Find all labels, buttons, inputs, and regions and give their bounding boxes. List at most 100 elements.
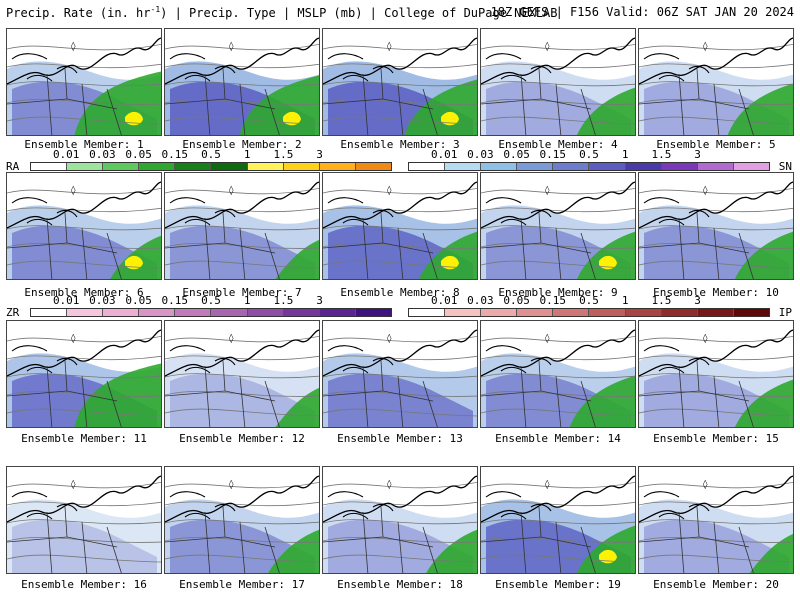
rain-color-swatch <box>67 163 104 170</box>
ice-pellets-color-bar <box>408 308 770 317</box>
ensemble-map-panel: ◊ <box>480 466 636 574</box>
coastline <box>7 475 161 523</box>
isobar-line <box>323 260 477 269</box>
state-borders <box>165 68 280 135</box>
great-lakes-outline <box>485 345 552 374</box>
pressure-center-marker: ◊ <box>71 479 76 490</box>
state-borders <box>7 212 122 279</box>
isobar-line <box>165 519 319 525</box>
snow-precip-area <box>165 353 319 427</box>
isobar-line <box>323 390 477 397</box>
isobar-line <box>639 116 793 125</box>
pressure-center-marker: ◊ <box>387 185 392 196</box>
ice-pellets-color-swatch <box>625 309 662 316</box>
state-borders <box>481 212 596 279</box>
freezing-rain-legend-code: ZR <box>6 306 20 319</box>
freezing-rain-tick-label: 0.03 <box>89 294 116 307</box>
ice-pellets-color-swatch <box>481 309 518 316</box>
heavy-rain-area <box>599 255 617 270</box>
isobar-line <box>323 81 477 87</box>
isobar-line <box>323 554 477 563</box>
isobar-line <box>165 481 319 489</box>
state-borders <box>481 360 596 427</box>
isobar-line <box>7 408 161 417</box>
precip-map: ◊ <box>165 329 319 427</box>
rain-precip-area <box>569 375 635 427</box>
ensemble-map-panel: ◊ <box>164 172 320 280</box>
coastline <box>481 37 635 85</box>
isobar-line <box>7 242 161 249</box>
state-borders <box>323 506 438 573</box>
coastline <box>323 37 477 85</box>
precip-map: ◊ <box>7 181 161 279</box>
state-borders <box>165 212 280 279</box>
isobar-line <box>7 81 161 87</box>
rain-precip-area <box>426 529 477 573</box>
freezing-rain-tick-label: 3 <box>316 294 323 307</box>
freezing-rain-color-swatch <box>211 309 248 316</box>
rain-color-swatch <box>139 163 176 170</box>
freezing-rain-color-bar <box>30 308 392 317</box>
great-lakes-outline <box>643 197 710 226</box>
rain-color-swatch <box>319 163 356 170</box>
isobar-line <box>165 390 319 397</box>
isobar-line <box>7 98 161 105</box>
rain-color-swatch <box>31 163 68 170</box>
isobar-line <box>639 390 793 397</box>
freezing-rain-color-swatch <box>247 309 284 316</box>
coastline <box>7 181 161 229</box>
isobar-line <box>7 554 161 563</box>
isobar-line <box>165 187 319 195</box>
snow-color-swatch <box>517 163 554 170</box>
rain-color-swatch <box>211 163 248 170</box>
rain-precip-area <box>727 83 793 135</box>
snow-color-swatch <box>661 163 698 170</box>
pressure-center-marker: ◊ <box>545 333 550 344</box>
coastline <box>481 329 635 377</box>
pressure-center-marker: ◊ <box>703 185 708 196</box>
coastline <box>323 475 477 523</box>
great-lakes-outline <box>643 53 710 82</box>
state-borders <box>639 506 754 573</box>
ice-pellets-tick-label: 0.03 <box>467 294 494 307</box>
ensemble-map-panel: ◊ <box>6 466 162 574</box>
pressure-center-marker: ◊ <box>229 185 234 196</box>
rain-tick-label: 0.01 <box>52 148 80 161</box>
snow-precip-area <box>639 499 793 573</box>
ensemble-member-label: Ensemble Member: 9 <box>498 286 618 299</box>
heavy-rain-area <box>125 111 143 126</box>
ensemble-map-panel: ◊ <box>480 28 636 136</box>
isobar-line <box>165 116 319 125</box>
ice-pellets-tick-label: 1.5 <box>651 294 672 307</box>
ice-pellets-color-swatch <box>409 309 446 316</box>
ensemble-member-label: Ensemble Member: 1 <box>24 138 144 151</box>
isobar-line <box>481 335 635 343</box>
pressure-center-marker: ◊ <box>387 479 392 490</box>
ensemble-member-label: Ensemble Member: 11 <box>21 432 147 445</box>
isobar-line <box>323 335 477 343</box>
ensemble-member-label: Ensemble Member: 5 <box>656 138 776 151</box>
isobar-line <box>639 408 793 417</box>
precip-map: ◊ <box>481 181 635 279</box>
great-lakes-outline <box>11 345 78 374</box>
heavy-rain-area <box>441 111 459 126</box>
state-borders <box>639 360 754 427</box>
isobar-line <box>481 554 635 563</box>
isobar-line <box>323 373 477 379</box>
pressure-center-marker: ◊ <box>71 333 76 344</box>
precip-map: ◊ <box>7 475 161 573</box>
isobar-line <box>639 373 793 379</box>
coastline <box>639 37 793 85</box>
rain-tick-label: 0.5 <box>201 148 221 161</box>
snow-tick-label: 1.5 <box>651 148 672 161</box>
rain-color-bar <box>30 162 392 171</box>
ensemble-map-panel: ◊ <box>6 28 162 136</box>
state-borders <box>481 68 596 135</box>
heavy-rain-area <box>599 549 617 564</box>
isobar-line <box>639 242 793 249</box>
snow-legend-code: SN <box>778 160 792 173</box>
coastline <box>639 329 793 377</box>
isobar-line <box>165 225 319 231</box>
coastline <box>7 329 161 377</box>
rain-tick-label: 0.03 <box>89 148 116 161</box>
